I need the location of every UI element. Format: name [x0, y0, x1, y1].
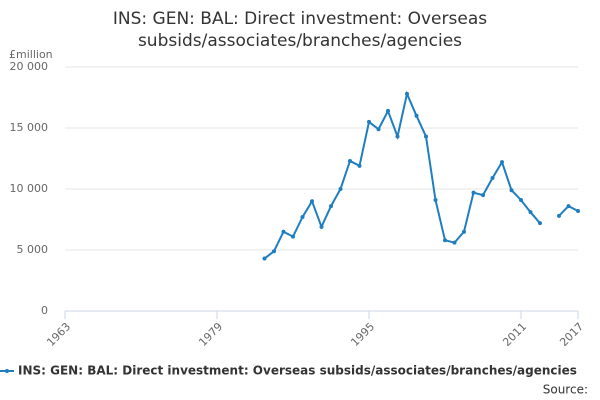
point [262, 256, 267, 261]
point [386, 108, 390, 113]
point [424, 134, 428, 139]
x-tick-label: 2011 [500, 320, 529, 349]
x-tick-label: 1979 [196, 320, 225, 349]
point [576, 208, 580, 213]
point [281, 229, 286, 234]
x-tick-label: 1963 [44, 320, 73, 349]
chart-title: subsids/associates/branches/agencies [138, 31, 462, 51]
y-axis-label: £million [9, 48, 53, 61]
point [329, 204, 333, 209]
point [500, 160, 504, 165]
point [528, 210, 533, 215]
point [509, 188, 514, 193]
point [443, 238, 447, 243]
point [357, 163, 362, 168]
point [414, 113, 419, 118]
point [338, 187, 343, 191]
point [490, 176, 495, 181]
point [405, 91, 409, 96]
point [376, 127, 381, 132]
point [291, 234, 295, 239]
point [300, 215, 305, 220]
chart-title: INS: GEN: BAL: Direct investment: Overse… [113, 9, 487, 29]
point [433, 197, 438, 202]
point [272, 249, 276, 254]
legend-marker [5, 369, 9, 373]
point [310, 199, 314, 204]
y-tick-label: 10 000 [10, 182, 49, 195]
point [319, 224, 324, 229]
point [367, 119, 371, 124]
y-tick-label: 5 000 [17, 243, 49, 256]
point [452, 240, 457, 245]
source: Source: [543, 383, 588, 397]
y-tick-label: 15 000 [10, 121, 49, 134]
point [395, 134, 400, 139]
point [481, 193, 485, 198]
point [557, 213, 561, 218]
line [263, 90, 579, 260]
point [462, 229, 466, 234]
x-tick-label: 2017 [557, 320, 586, 349]
point [471, 190, 476, 195]
y-tick-label: 20 000 [10, 60, 49, 73]
point [538, 221, 542, 226]
point [519, 197, 523, 202]
legend-label: INS: GEN: BAL: Direct investment: Overse… [18, 364, 577, 378]
point [348, 158, 352, 163]
x-tick-label: 1995 [348, 320, 377, 349]
point [566, 204, 571, 209]
y-tick-label: 0 [41, 304, 48, 317]
